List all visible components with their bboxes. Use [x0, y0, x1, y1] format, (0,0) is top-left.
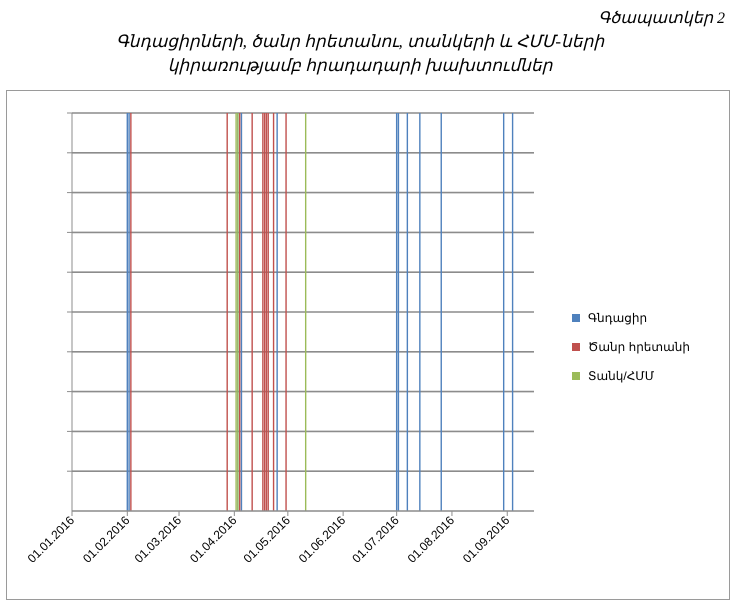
legend-swatch-tank [572, 372, 580, 380]
x-tick-label: 01.01.2016 [25, 513, 78, 566]
figure-caption: Գծապատկեր 2 [598, 10, 725, 27]
legend: Գնդացիր Ծանր հրետանի Տանկ/ՀՄՄ [572, 308, 690, 395]
x-tick-label: 01.02.2016 [80, 513, 133, 566]
legend-item-heavy-artillery: Ծանր հրետանի [572, 337, 690, 357]
x-tick-label: 01.07.2016 [349, 513, 402, 566]
legend-label-heavy-artillery: Ծանր հրետանի [588, 340, 690, 354]
legend-label-machine-gun: Գնդացիր [588, 311, 648, 325]
x-tick-label: 01.08.2016 [405, 513, 458, 566]
x-tick-label: 01.03.2016 [132, 513, 185, 566]
chart-title-line-1: Գնդացիրների, ծանր հրետանու, տանկերի և ՀՄ… [115, 32, 605, 51]
x-tick-label: 01.05.2016 [241, 513, 294, 566]
legend-item-tank: Տանկ/ՀՄՄ [572, 366, 690, 386]
x-tick-label: 01.06.2016 [296, 513, 349, 566]
x-tick-label: 01.09.2016 [460, 513, 513, 566]
x-tick-label: 01.04.2016 [187, 513, 240, 566]
legend-swatch-machine-gun [572, 314, 580, 322]
legend-item-machine-gun: Գնդացիր [572, 308, 690, 328]
chart-area-border [6, 90, 730, 600]
chart-title-line-2: կիրառությամբ հրադադարի խախտումներ [167, 56, 553, 75]
chart-title: Գնդացիրների, ծանր հրետանու, տանկերի և ՀՄ… [80, 30, 640, 78]
legend-label-tank: Տանկ/ՀՄՄ [588, 369, 655, 383]
legend-swatch-heavy-artillery [572, 343, 580, 351]
